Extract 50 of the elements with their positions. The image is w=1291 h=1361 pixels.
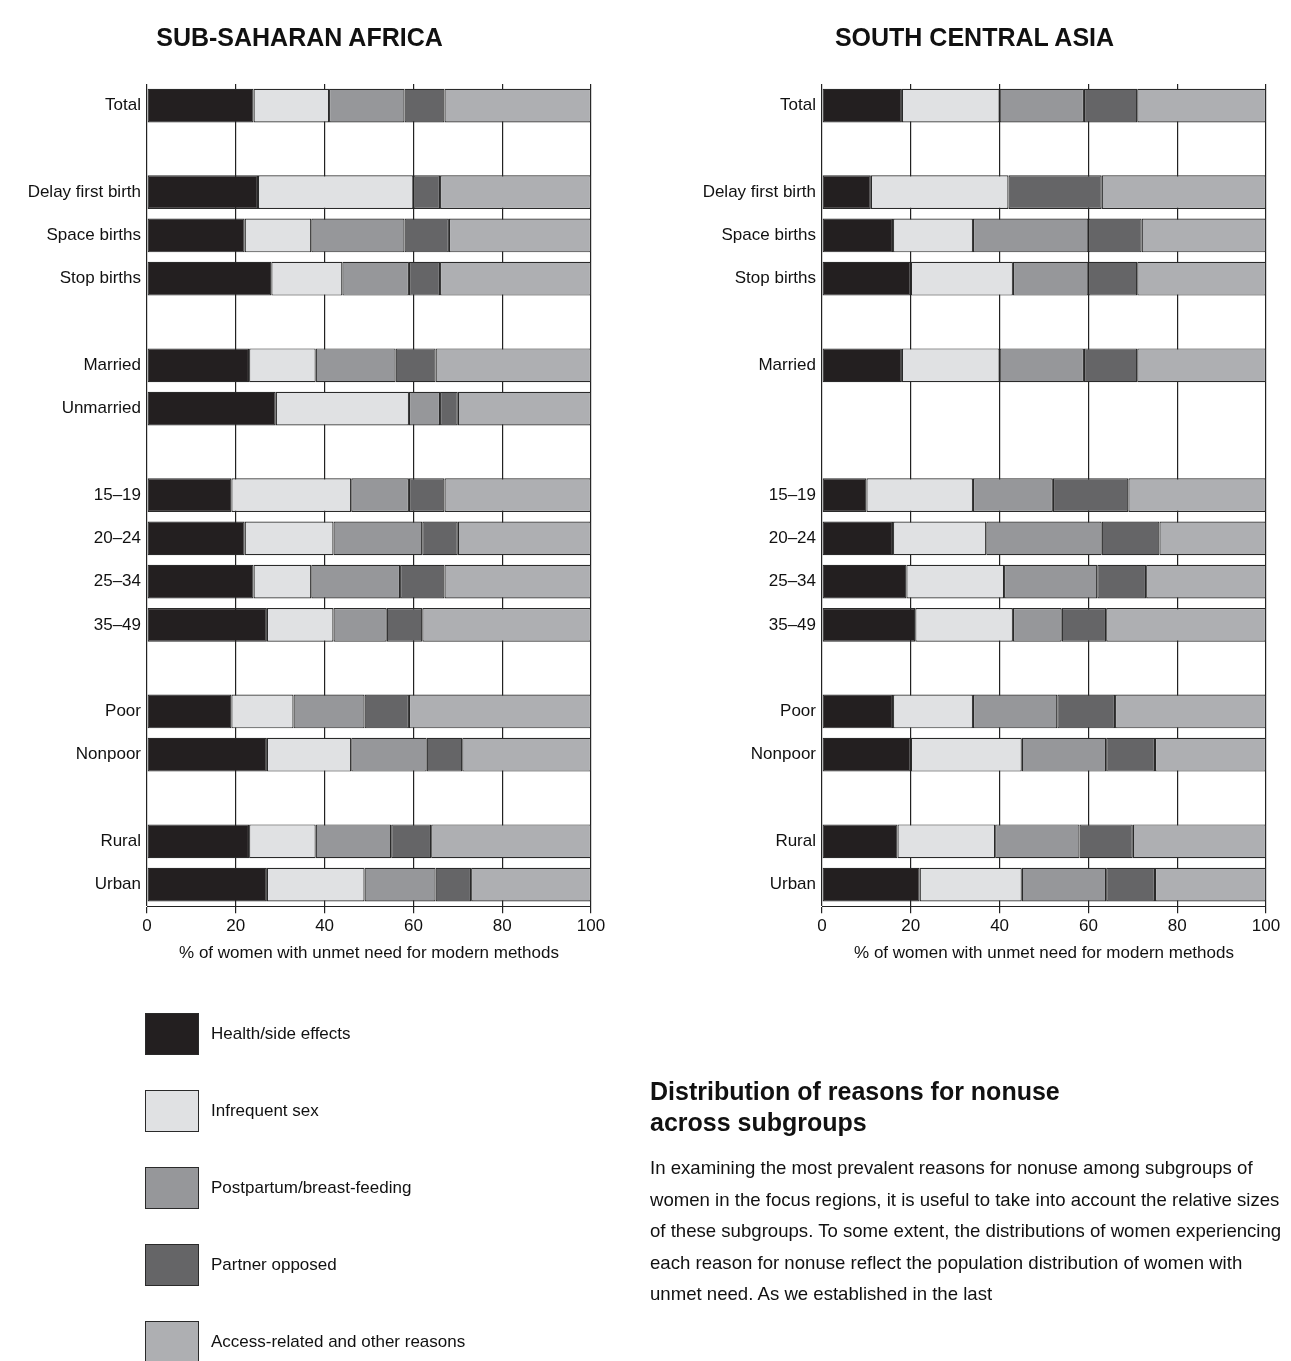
x-tick-label: 20: [226, 916, 246, 936]
y-tick-label: Total: [780, 95, 816, 115]
y-tick-label: Poor: [105, 701, 142, 721]
y-tick-label: Space births: [46, 225, 141, 245]
x-axis-title: % of women with unmet need for modern methods: [854, 943, 1234, 963]
y-tick-label: Delay first birth: [27, 181, 141, 201]
x-tick-label: 100: [576, 916, 606, 936]
x-tick-label: 100: [1251, 916, 1281, 936]
y-tick-label: Rural: [100, 830, 141, 850]
y-tick-label: 15–19: [768, 484, 816, 504]
x-tick-label: 40: [315, 916, 335, 936]
y-tick-label: 35–49: [93, 614, 141, 634]
x-tick-label: 20: [901, 916, 921, 936]
y-tick-label: 20–24: [768, 528, 816, 548]
x-tick-label: 60: [1078, 916, 1098, 936]
legend-label: Partner opposed: [211, 1254, 337, 1275]
y-tick-label: Stop births: [734, 268, 816, 288]
y-tick-label: Space births: [721, 225, 816, 245]
text: In examining the most prevalent reasons for nonuse among subgroups of women in the focus regions, it is useful to take into account the relative sizes of these subgroups. To some extent, the distributions of women experiencing each reason for nonuse reflect the population distribution of women with unmet need. As we established in the last: [650, 1156, 1283, 1306]
y-tick-label: Married: [83, 354, 141, 374]
y-tick-label: Stop births: [59, 268, 141, 288]
y-tick-label: Delay first birth: [702, 181, 816, 201]
x-tick-label: 80: [1167, 916, 1187, 936]
y-tick-label: Nonpoor: [75, 744, 142, 764]
y-tick-label: Married: [758, 354, 816, 374]
y-tick-label: Total: [105, 95, 141, 115]
y-tick-label: Rural: [775, 830, 816, 850]
legend-label: Postpartum/breast-feeding: [211, 1177, 412, 1198]
y-tick-label: 20–24: [93, 528, 141, 548]
y-tick-label: Urban: [94, 874, 141, 894]
text: Distribution of reasons for nonuse across subgroups: [650, 1076, 1061, 1138]
legend-label: Health/side effects: [211, 1023, 351, 1044]
chart-title: SOUTH CENTRAL ASIA: [834, 22, 1115, 51]
y-tick-label: Poor: [780, 701, 817, 721]
y-tick-label: Nonpoor: [750, 744, 817, 764]
x-tick-label: 40: [990, 916, 1010, 936]
y-tick-label: 25–34: [93, 571, 141, 591]
y-tick-label: 35–49: [768, 614, 816, 634]
x-tick-label: 80: [492, 916, 512, 936]
y-tick-label: 15–19: [93, 484, 141, 504]
x-axis-title: % of women with unmet need for modern methods: [179, 943, 559, 963]
legend-label: Infrequent sex: [211, 1100, 319, 1121]
x-tick-label: 0: [817, 916, 827, 936]
y-tick-label: Unmarried: [61, 398, 141, 418]
x-tick-label: 60: [403, 916, 423, 936]
x-tick-label: 0: [142, 916, 152, 936]
y-tick-label: 25–34: [768, 571, 816, 591]
legend-label: Access-related and other reasons: [211, 1331, 466, 1352]
chart-title: SUB-SAHARAN AFRICA: [156, 22, 443, 51]
y-tick-label: Urban: [769, 874, 816, 894]
